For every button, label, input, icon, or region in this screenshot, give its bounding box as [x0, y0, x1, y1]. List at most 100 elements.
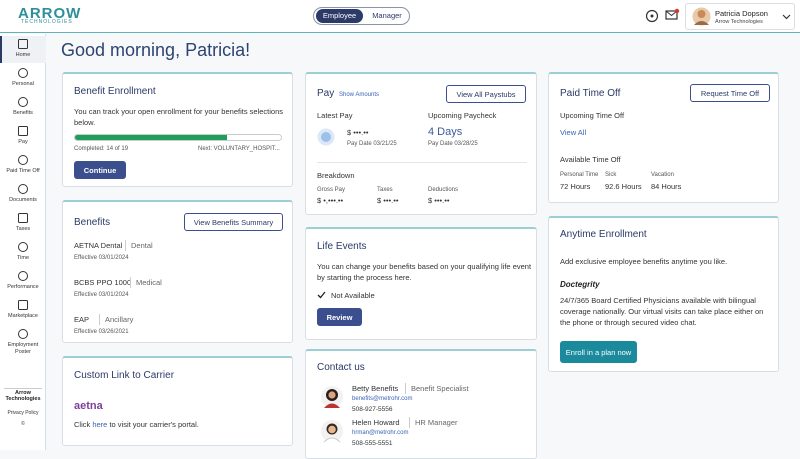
nav-item[interactable]: Personal — [12, 81, 34, 87]
nav-item[interactable]: Marketplace — [8, 313, 38, 319]
card-title: Paid Time Off — [560, 88, 621, 99]
nav-icon — [18, 184, 28, 194]
copyright: © — [21, 421, 25, 427]
breakdown-value: $ •,•••.•• — [317, 196, 344, 205]
available-label: Available Time Off — [560, 155, 621, 164]
paystubs-button[interactable]: View All Paystubs — [446, 85, 526, 103]
carrier-text: Click here to visit your carrier's porta… — [74, 419, 199, 430]
nav-item[interactable]: Home — [15, 52, 31, 58]
nav-icon — [18, 300, 28, 310]
progress-fill — [75, 135, 227, 140]
nav-icon — [18, 97, 28, 107]
help-icon[interactable] — [645, 9, 659, 23]
progress-total: 19 — [121, 146, 129, 152]
request-time-off-button[interactable]: Request Time Off — [690, 84, 770, 102]
pay-icon — [317, 128, 335, 146]
user-name: Patricia Dopson — [715, 9, 768, 18]
contact-photo — [321, 386, 343, 408]
balance-value: 72 Hours — [560, 182, 591, 191]
benefit-enrollment-card: Benefit Enrollment You can track your op… — [62, 72, 293, 187]
status: Not Available — [331, 291, 375, 300]
card-title: Pay — [317, 88, 335, 99]
contact-email[interactable]: benefits@metrohr.com — [352, 396, 413, 402]
sidebar-divider — [4, 388, 42, 389]
nav-item[interactable]: Documents — [9, 197, 37, 203]
card-text: You can track your open enrollment for y… — [74, 107, 284, 127]
benefit-type: Medical — [130, 277, 162, 288]
nav-item[interactable]: Pay — [18, 139, 28, 145]
upcoming-label: Upcoming Paycheck — [428, 111, 497, 120]
nav-icon — [18, 271, 28, 281]
latest-date: Pay Date 03/21/25 — [347, 141, 397, 147]
enroll-button[interactable]: Enroll in a plan now — [560, 341, 637, 363]
toggle-manager[interactable]: Manager — [372, 11, 402, 20]
footer-company: Arrow Technologies — [5, 390, 41, 402]
user-menu[interactable]: Patricia Dopson Arrow Technologies — [685, 3, 795, 30]
toggle-employee[interactable]: Employee — [316, 9, 363, 23]
balance-label: Sick — [605, 172, 617, 178]
latest-pay-label: Latest Pay — [317, 111, 353, 120]
logo[interactable]: ARROW — [18, 5, 82, 22]
nav-item[interactable]: Employment Poster — [7, 342, 39, 355]
privacy-link[interactable]: Privacy Policy — [7, 410, 39, 416]
balance-label: Vacation — [651, 172, 674, 178]
nav-icon — [18, 213, 28, 223]
upcoming-value: 4 Days — [428, 126, 463, 138]
breakdown-label: Deductions — [428, 187, 459, 193]
breakdown-label: Breakdown — [317, 171, 355, 180]
breakdown-label: Taxes — [377, 187, 393, 193]
nav-item[interactable]: Performance — [7, 284, 39, 290]
review-button[interactable]: Review — [317, 308, 362, 326]
carrier-link[interactable]: here — [92, 420, 108, 429]
card-title: Benefit Enrollment — [74, 86, 156, 97]
role-toggle: Employee Manager — [313, 7, 410, 25]
top-bar: ARROW TECHNOLOGIES Employee Manager Patr… — [0, 0, 800, 33]
progress-text: Completed: 14 of 19 — [74, 144, 128, 155]
progress-done: 14 — [106, 146, 114, 152]
check-icon — [317, 291, 326, 299]
pay-card: Pay Show Amounts View All Paystubs Lates… — [305, 72, 537, 215]
next-step: Next: VOLUNTARY_HOSPIT... — [198, 146, 280, 152]
nav-icon — [18, 126, 28, 136]
carrier-card: Custom Link to Carrier aetna Click here … — [62, 356, 293, 446]
upcoming-date: Pay Date 03/28/25 — [428, 141, 478, 147]
continue-button[interactable]: Continue — [74, 161, 126, 179]
nav-item[interactable]: Time — [16, 255, 30, 261]
chevron — [782, 14, 791, 20]
show-amounts[interactable]: Show Amounts — [339, 92, 380, 98]
benefits-summary-button[interactable]: View Benefits Summary — [184, 213, 283, 231]
breakdown-value: $ •••.•• — [377, 196, 399, 205]
contact-email[interactable]: hrman@metrohr.com — [352, 430, 409, 436]
nav-item[interactable]: Benefits — [13, 110, 33, 116]
benefit-type: Ancillary — [99, 314, 133, 325]
carrier-logo[interactable]: aetna — [74, 400, 103, 412]
view-all-link[interactable]: View All — [560, 128, 587, 137]
contact-phone: 508-927-5556 — [352, 406, 393, 413]
benefit-effective: Effective 03/01/2024 — [74, 292, 129, 298]
contact-phone: 508-555-5551 — [352, 440, 393, 447]
user-avatar — [692, 7, 711, 26]
breakdown-value: $ •••.•• — [428, 196, 450, 205]
progress-joiner: of — [114, 146, 120, 152]
pto-card: Paid Time Off Request Time Off Upcoming … — [548, 72, 779, 203]
nav-item[interactable]: Taxes — [15, 226, 31, 232]
benefit-effective: Effective 03/01/2024 — [74, 255, 129, 261]
nav-active — [0, 36, 46, 63]
life-events-card: Life Events You can change your benefits… — [305, 227, 537, 340]
balance-value: 92.6 Hours — [605, 182, 642, 191]
balance-value: 84 Hours — [651, 182, 682, 191]
divider — [317, 162, 527, 163]
contact-role: Benefit Specialist — [405, 383, 469, 394]
benefit-type: Dental — [125, 240, 153, 251]
nav-item[interactable]: Paid Time Off — [6, 168, 40, 174]
contact-photo — [321, 420, 343, 443]
description: 24/7/365 Board Certified Physicians avai… — [560, 296, 764, 327]
benefit-name: AETNA Dental — [74, 241, 123, 250]
balance-label: Personal Time — [560, 172, 599, 178]
card-text: Add exclusive employee benefits anytime … — [560, 257, 728, 266]
benefit-name: EAP — [74, 315, 90, 324]
latest-amount: $ •••.•• — [347, 128, 369, 137]
benefits-card: Benefits View Benefits Summary AETNA Den… — [62, 200, 293, 343]
card-title: Contact us — [317, 362, 365, 373]
mail-icon[interactable] — [665, 8, 680, 22]
